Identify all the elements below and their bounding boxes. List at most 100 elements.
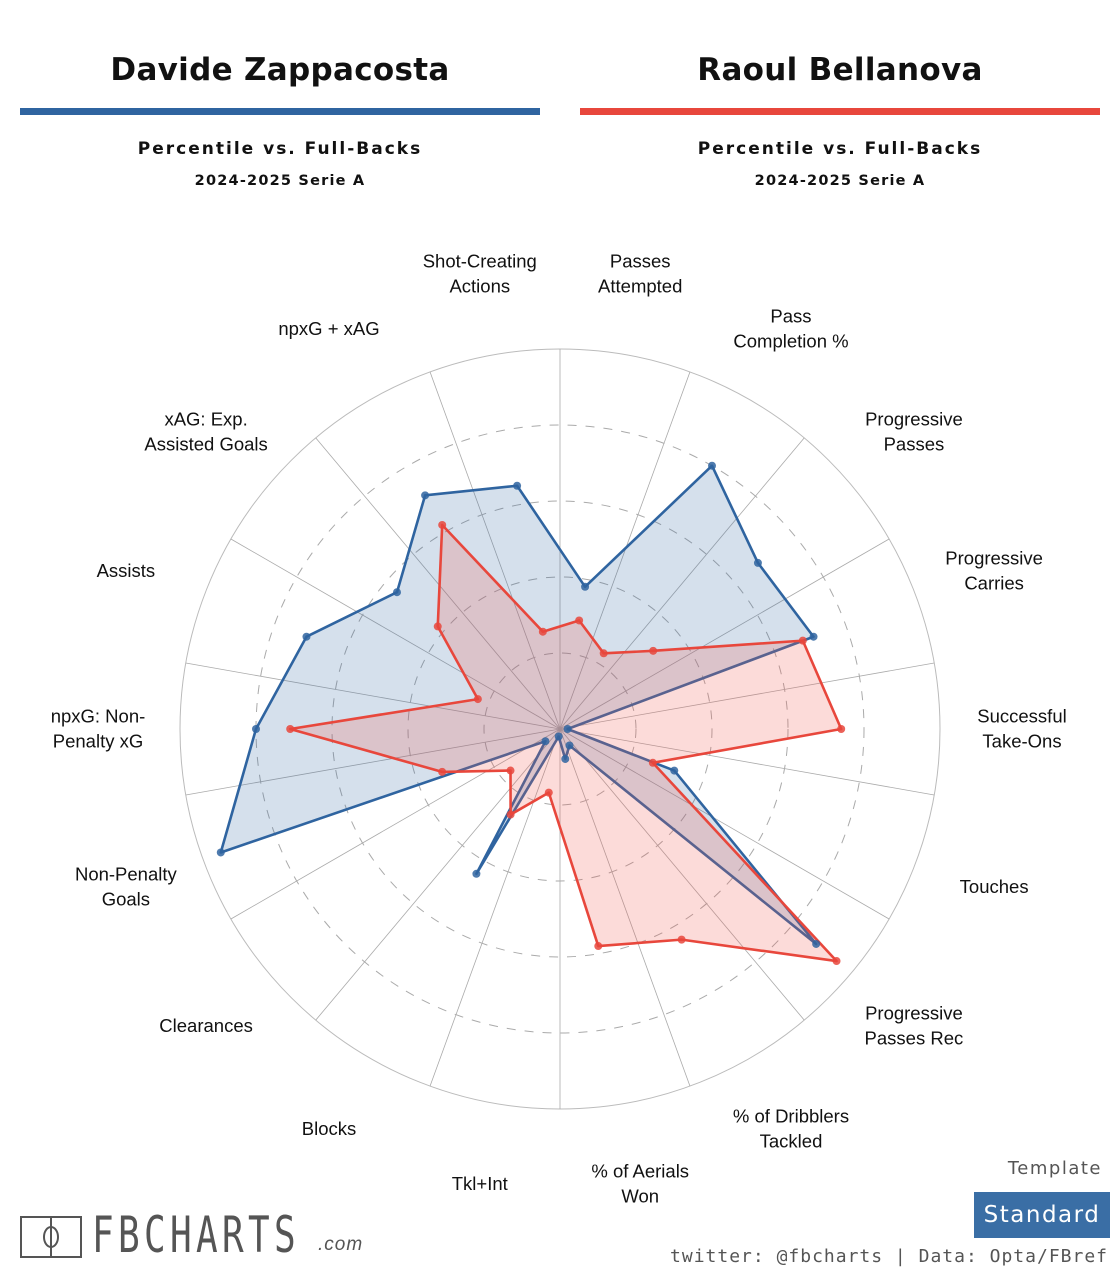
data-point-bellanova bbox=[538, 627, 547, 636]
axis-label-line: Assisted Goals bbox=[144, 434, 267, 455]
player-season-left: 2024-2025 Serie A bbox=[194, 173, 366, 189]
spoke-line bbox=[559, 728, 890, 920]
data-point-zappacosta bbox=[809, 632, 818, 641]
data-point-bellanova bbox=[433, 622, 442, 631]
data-point-zappacosta bbox=[554, 732, 563, 741]
axis-label-line: Carries bbox=[964, 572, 1024, 593]
data-point-zappacosta bbox=[581, 582, 590, 591]
axis-label: % of Dribblers Tackled bbox=[733, 1106, 849, 1152]
data-point-bellanova bbox=[544, 788, 553, 797]
axis-label: Clearances bbox=[159, 1015, 253, 1036]
player-header-right: Raoul Bellanova Percentile vs. Full-Back… bbox=[580, 52, 1100, 189]
grid-ring bbox=[483, 652, 637, 806]
template-standard-button[interactable]: Standard bbox=[974, 1192, 1110, 1238]
spoke-line bbox=[230, 728, 561, 920]
data-point-zappacosta bbox=[216, 848, 225, 857]
data-point-zappacosta bbox=[302, 632, 311, 641]
player-color-bar-left bbox=[20, 108, 540, 115]
axis-label: xAG: Exp. Assisted Goals bbox=[144, 409, 267, 455]
spoke-line bbox=[559, 437, 805, 730]
spoke-line bbox=[559, 538, 890, 730]
axis-label-line: Pass bbox=[770, 305, 811, 326]
pitch-icon bbox=[20, 1216, 82, 1258]
axis-label-line: Assists bbox=[97, 560, 156, 581]
data-point-zappacosta bbox=[472, 869, 481, 878]
data-point-bellanova bbox=[594, 942, 603, 951]
spoke-line bbox=[429, 371, 561, 730]
axis-label: Progressive Carries bbox=[945, 547, 1043, 593]
data-point-bellanova bbox=[286, 725, 295, 733]
axis-label: Progressive Passes bbox=[865, 409, 963, 455]
fbcharts-logo: FBCHARTS .com bbox=[20, 1210, 363, 1260]
player-subtitle-left: Percentile vs. Full-Backs bbox=[137, 139, 423, 159]
template-label: Template bbox=[1007, 1158, 1102, 1179]
player-name-right: Raoul Bellanova bbox=[697, 52, 983, 88]
axis-label-line: Successful bbox=[977, 706, 1066, 727]
axis-label: Pass Completion % bbox=[733, 305, 848, 351]
data-point-bellanova bbox=[649, 646, 658, 655]
axis-label-line: Progressive bbox=[865, 1002, 963, 1023]
player-subtitle-right: Percentile vs. Full-Backs bbox=[697, 139, 983, 159]
data-point-bellanova bbox=[575, 616, 584, 625]
data-point-bellanova bbox=[599, 649, 608, 658]
data-point-zappacosta bbox=[561, 754, 570, 763]
axis-label: Passes Attempted bbox=[598, 251, 682, 297]
axis-label-line: Passes Rec bbox=[865, 1027, 964, 1048]
axis-label: % of Aerials Won bbox=[591, 1160, 689, 1206]
data-point-zappacosta bbox=[563, 725, 572, 733]
axis-label-line: Touches bbox=[960, 876, 1029, 897]
axis-label-line: Blocks bbox=[302, 1118, 357, 1139]
data-point-zappacosta bbox=[421, 491, 430, 500]
data-point-bellanova bbox=[648, 758, 657, 767]
axis-label-line: Progressive bbox=[945, 547, 1043, 568]
axis-label-line: Passes bbox=[884, 434, 945, 455]
axis-label: Touches bbox=[960, 876, 1029, 897]
data-point-zappacosta bbox=[541, 737, 550, 746]
axis-label-line: Penalty xG bbox=[53, 731, 144, 752]
axis-label-line: npxG: Non- bbox=[51, 706, 146, 727]
player-name-left: Davide Zappacosta bbox=[110, 52, 450, 88]
player-color-bar-right bbox=[580, 108, 1100, 115]
data-point-bellanova bbox=[677, 935, 686, 944]
data-point-bellanova bbox=[506, 810, 515, 819]
data-point-zappacosta bbox=[708, 461, 716, 470]
axis-label-line: Clearances bbox=[159, 1015, 253, 1036]
axis-label: Blocks bbox=[302, 1118, 357, 1139]
data-point-zappacosta bbox=[252, 725, 260, 733]
data-point-zappacosta bbox=[565, 741, 574, 750]
data-credit: twitter: @fbcharts | Data: Opta/FBref bbox=[670, 1246, 1108, 1267]
spoke-line bbox=[315, 728, 561, 1021]
axis-label-line: Shot-Creating bbox=[423, 251, 537, 272]
data-point-bellanova bbox=[438, 767, 447, 776]
data-point-zappacosta bbox=[670, 766, 679, 775]
axis-label-line: Goals bbox=[102, 889, 150, 910]
axis-label-line: Tkl+Int bbox=[452, 1173, 508, 1194]
spoke-line bbox=[559, 662, 935, 730]
grid-ring bbox=[331, 500, 789, 958]
axis-label: npxG: Non- Penalty xG bbox=[51, 706, 146, 752]
axis-label-line: % of Aerials bbox=[591, 1160, 689, 1181]
axis-label-line: npxG + xAG bbox=[278, 318, 379, 339]
spoke-line bbox=[559, 728, 691, 1087]
player-header-left: Davide Zappacosta Percentile vs. Full-Ba… bbox=[20, 52, 540, 189]
data-point-bellanova bbox=[837, 725, 846, 733]
spoke-line bbox=[230, 538, 561, 730]
data-point-bellanova bbox=[438, 520, 447, 529]
data-point-zappacosta bbox=[513, 481, 522, 490]
axis-label-line: Take-Ons bbox=[982, 731, 1061, 752]
axis-label-line: Tackled bbox=[760, 1131, 823, 1152]
axis-label-line: Passes bbox=[610, 251, 671, 272]
axis-label: Tkl+Int bbox=[452, 1173, 508, 1194]
data-point-zappacosta bbox=[753, 558, 762, 567]
spoke-line bbox=[559, 728, 935, 796]
axis-label-line: % of Dribblers bbox=[733, 1106, 849, 1127]
data-point-bellanova bbox=[506, 766, 515, 775]
axis-label-line: Non-Penalty bbox=[75, 864, 178, 885]
axis-label: Progressive Passes Rec bbox=[865, 1002, 964, 1048]
spoke-line bbox=[185, 662, 561, 730]
axis-label-line: Progressive bbox=[865, 409, 963, 430]
logo-suffix: .com bbox=[318, 1234, 364, 1255]
axis-label-line: Actions bbox=[449, 276, 510, 297]
axis-label-line: Won bbox=[621, 1185, 659, 1206]
